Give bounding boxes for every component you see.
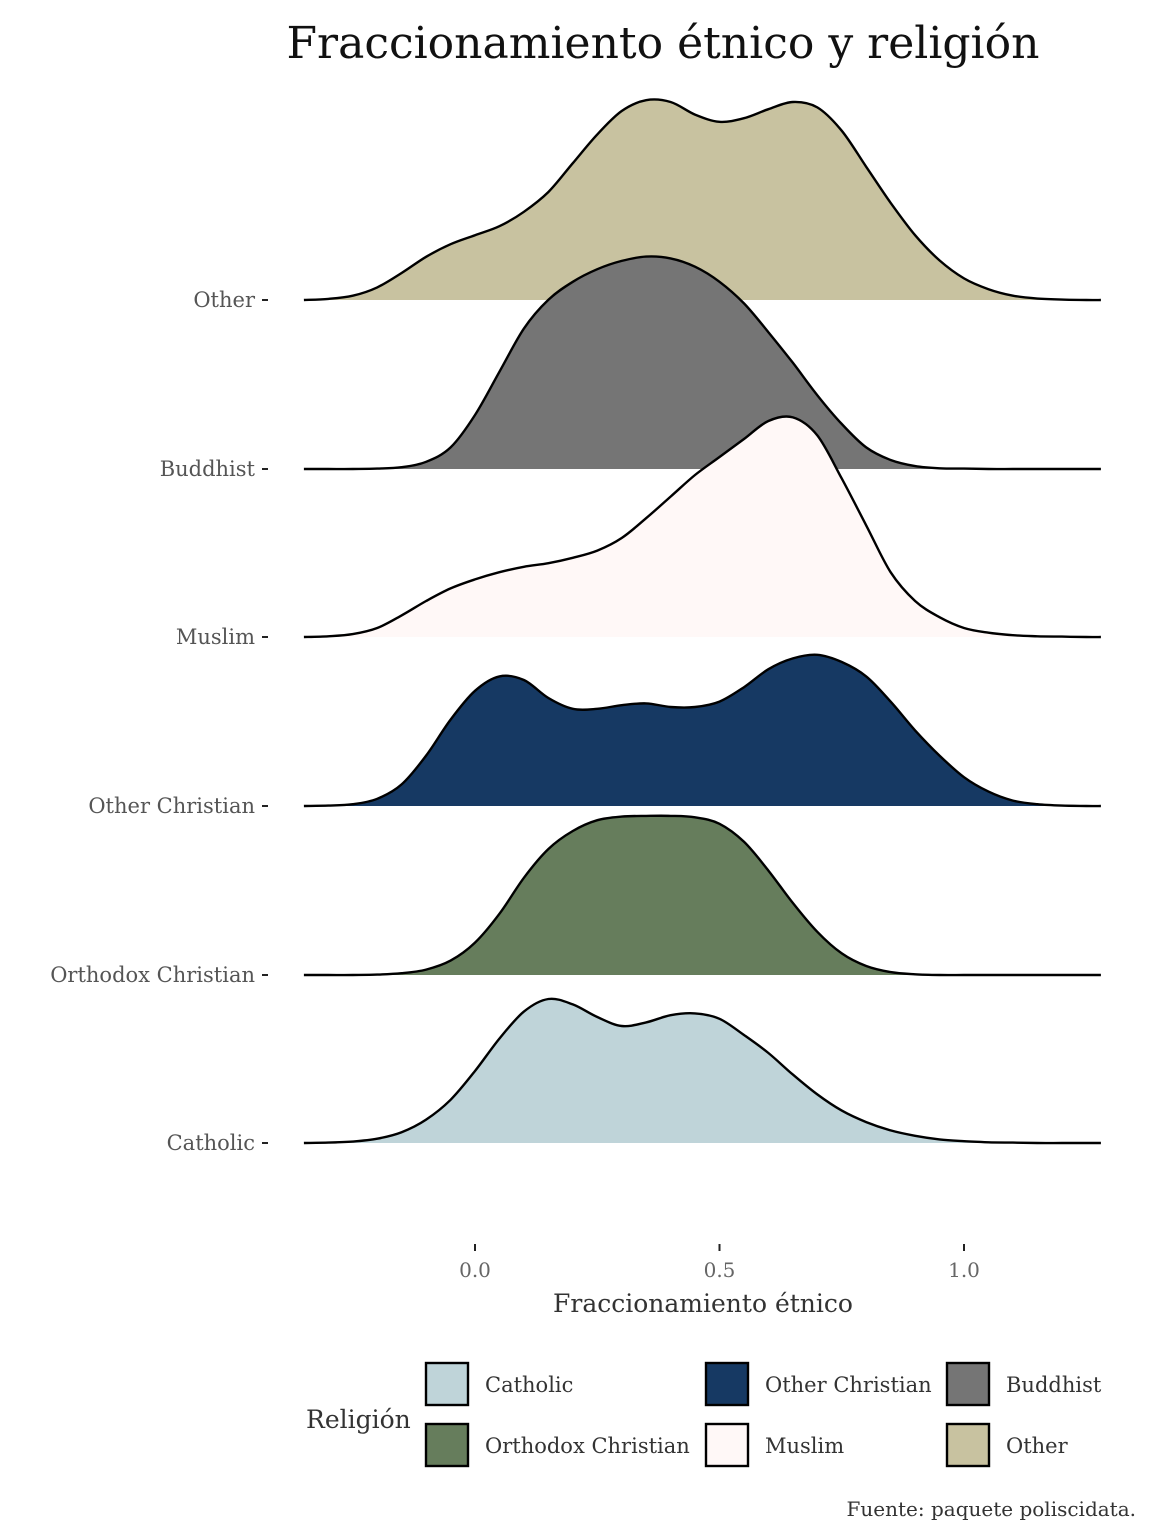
legend-swatch: [945, 1361, 991, 1407]
ridge-other-christian: [303, 653, 1101, 808]
legend-swatch: [424, 1361, 470, 1407]
legend-item: Catholic: [424, 1361, 573, 1407]
ridge-line: [303, 653, 1101, 808]
legend-swatch: [945, 1422, 991, 1468]
y-tick-label: Catholic: [167, 1131, 255, 1155]
legend-item: Buddhist: [945, 1361, 1102, 1407]
legend-swatch: [424, 1422, 470, 1468]
legend: Religión Catholic Other Christian Buddhist…: [306, 1361, 1102, 1468]
ridge-area: [303, 256, 1101, 470]
ridge-orthodox-christian: [303, 814, 1101, 977]
ridge-area: [303, 654, 1101, 807]
ridge-line: [303, 255, 1101, 471]
chart-title: Fraccionamiento étnico y religión: [287, 18, 1040, 69]
ridge-line: [303, 98, 1101, 302]
x-tick-label: 1.0: [948, 1258, 980, 1282]
legend-label: Buddhist: [1006, 1373, 1102, 1397]
x-axis: 0.0 0.5 1.0: [459, 1244, 980, 1282]
ridge-muslim: [303, 415, 1101, 639]
ridge-line: [303, 415, 1101, 639]
legend-item: Muslim: [704, 1422, 844, 1468]
legend-item: Other Christian: [704, 1361, 932, 1407]
ridge-buddhist: [303, 255, 1101, 471]
legend-title: Religión: [306, 1405, 411, 1434]
ridge-area: [303, 416, 1101, 638]
legend-item: Orthodox Christian: [424, 1422, 690, 1468]
x-tick-label: 0.5: [704, 1258, 736, 1282]
y-tick-label: Other: [193, 288, 256, 312]
x-axis-label: Fraccionamiento étnico: [553, 1289, 853, 1318]
y-tick-label: Other Christian: [88, 794, 255, 818]
caption: Fuente: paquete poliscidata.: [847, 1497, 1136, 1521]
legend-swatch: [704, 1422, 750, 1468]
y-tick-label: Muslim: [176, 625, 255, 649]
legend-item: Other: [945, 1422, 1069, 1468]
legend-swatch: [704, 1361, 750, 1407]
ridge-catholic: [303, 997, 1101, 1145]
ridge-line: [303, 814, 1101, 977]
x-tick-label: 0.0: [459, 1258, 491, 1282]
y-tick-label: Orthodox Christian: [50, 963, 255, 987]
legend-label: Other Christian: [765, 1373, 932, 1397]
y-axis: Catholic Orthodox Christian Other Christia…: [50, 288, 268, 1155]
ridge-line: [303, 997, 1101, 1145]
ridge-other: [303, 98, 1101, 302]
legend-label: Other: [1006, 1434, 1069, 1458]
ridge-area: [303, 815, 1101, 976]
ridges: [303, 98, 1101, 1145]
y-tick-label: Buddhist: [160, 457, 256, 481]
legend-label: Muslim: [765, 1434, 844, 1458]
legend-label: Orthodox Christian: [485, 1434, 690, 1458]
ridge-area: [303, 99, 1101, 301]
legend-label: Catholic: [485, 1373, 573, 1397]
